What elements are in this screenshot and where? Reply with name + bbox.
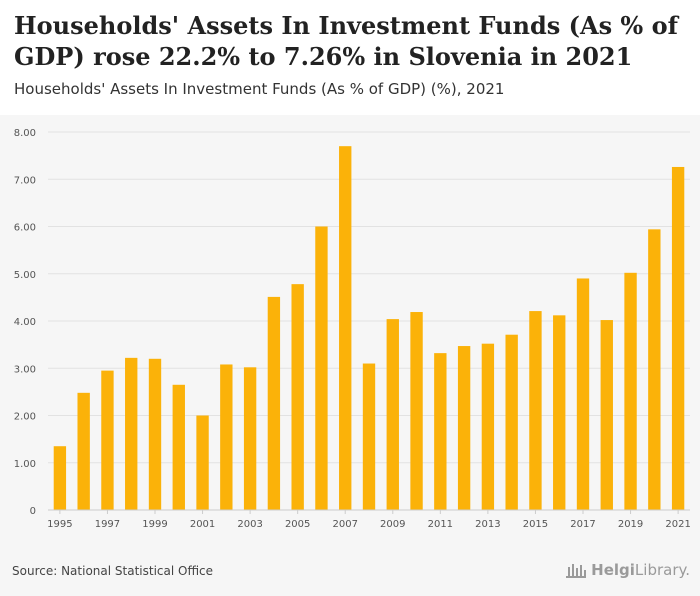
bar-2005 [291, 284, 304, 510]
brand-name-prefix: Helgi [591, 561, 635, 579]
x-tick-label: 2013 [475, 519, 500, 530]
x-tick-label: 2021 [665, 519, 690, 530]
y-tick-label: 4.00 [14, 317, 36, 328]
x-tick-label: 2005 [285, 519, 310, 530]
bar-2008 [362, 363, 376, 510]
library-building-icon [566, 564, 587, 578]
y-tick-label: 8.00 [14, 128, 36, 139]
y-tick-label: 1.00 [14, 459, 36, 470]
bar-2001 [196, 415, 209, 510]
x-tick-label: 2003 [237, 519, 262, 530]
x-tick-label: 2001 [190, 519, 215, 530]
bar-2006 [315, 226, 328, 510]
chart-subtitle: Households' Assets In Investment Funds (… [14, 80, 505, 98]
bar-2018 [600, 320, 613, 510]
source-note: Source: National Statistical Office [12, 564, 214, 578]
bar-2003 [243, 367, 257, 510]
x-tick-label: 2019 [618, 519, 643, 530]
x-tick-label: 2009 [380, 519, 405, 530]
bar-2015 [529, 311, 542, 510]
y-tick-label: 3.00 [14, 364, 36, 375]
x-tick-label: 1995 [47, 519, 72, 530]
bar-1996 [77, 392, 90, 510]
bar-1999 [148, 358, 162, 510]
bar-2019 [624, 272, 637, 510]
bar-2004 [267, 296, 281, 510]
y-tick-label: 5.00 [14, 270, 36, 281]
bar-1995 [53, 446, 67, 510]
y-tick-label: 2.00 [14, 412, 36, 423]
bar-2002 [220, 364, 233, 510]
bar-2016 [553, 315, 566, 510]
bar-2013 [481, 343, 495, 510]
y-tick-label: 7.00 [14, 175, 36, 186]
x-tick-label: 1997 [95, 519, 120, 530]
bar-2007 [339, 146, 352, 511]
bar-2017 [576, 278, 590, 510]
bar-chart: 0 1.00 2.00 3.00 4.00 5.00 6.00 7.00 8.00 1995 199… [14, 128, 691, 530]
x-tick-label: 2015 [523, 519, 548, 530]
y-tick-label: 0 [30, 506, 36, 517]
bar-2000 [172, 384, 185, 510]
bar-2009 [386, 319, 399, 510]
x-tick-label: 1999 [142, 519, 167, 530]
bar-2020 [648, 229, 661, 510]
x-tick-label: 2017 [570, 519, 595, 530]
x-tick-label: 2011 [428, 519, 453, 530]
chart-panel: 0 1.00 2.00 3.00 4.00 5.00 6.00 7.00 8.00 1995 199… [0, 115, 700, 596]
y-tick-label: 6.00 [14, 223, 36, 234]
chart-title: Households' Assets In Investment Funds (… [14, 11, 678, 71]
bar-2021 [671, 166, 685, 510]
bar-2011 [434, 353, 447, 510]
brand-name-suffix: Library. [634, 561, 690, 579]
bar-2010 [410, 312, 423, 510]
bar-2014 [505, 334, 518, 510]
brand-logo[interactable]: HelgiLibrary. [565, 561, 690, 579]
bar-2012 [457, 346, 471, 510]
bar-1998 [125, 357, 138, 510]
bar-1997 [101, 370, 114, 510]
x-tick-label: 2007 [332, 519, 357, 530]
